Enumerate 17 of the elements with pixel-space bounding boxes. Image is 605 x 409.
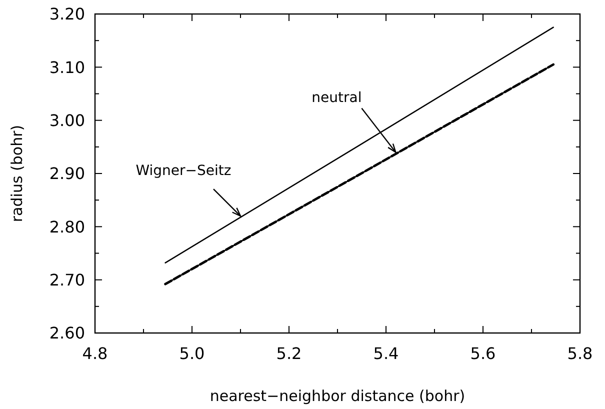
y-tick-label: 2.60	[49, 324, 85, 343]
x-tick-label: 5.4	[373, 344, 399, 363]
y-tick-label: 3.10	[49, 58, 85, 77]
x-tick-label: 5.6	[470, 344, 496, 363]
y-axis-title: radius (bohr)	[8, 124, 26, 222]
annotation: Wigner−Seitz	[136, 162, 232, 179]
x-tick-label: 4.8	[82, 344, 108, 363]
annotation: neutral	[312, 90, 362, 106]
x-tick-label: 5.2	[276, 344, 302, 363]
y-tick-label: 2.80	[49, 217, 85, 236]
y-tick-label: 3.20	[49, 4, 85, 24]
y-tick-label: 2.70	[49, 270, 85, 290]
y-tick-label: 2.90	[49, 164, 85, 184]
x-tick-label: 5.0	[179, 344, 205, 363]
y-tick-label: 3.00	[49, 110, 85, 130]
x-tick-label: 5.8	[567, 344, 593, 363]
x-axis-title: nearest−neighbor distance (bohr)	[210, 387, 466, 405]
